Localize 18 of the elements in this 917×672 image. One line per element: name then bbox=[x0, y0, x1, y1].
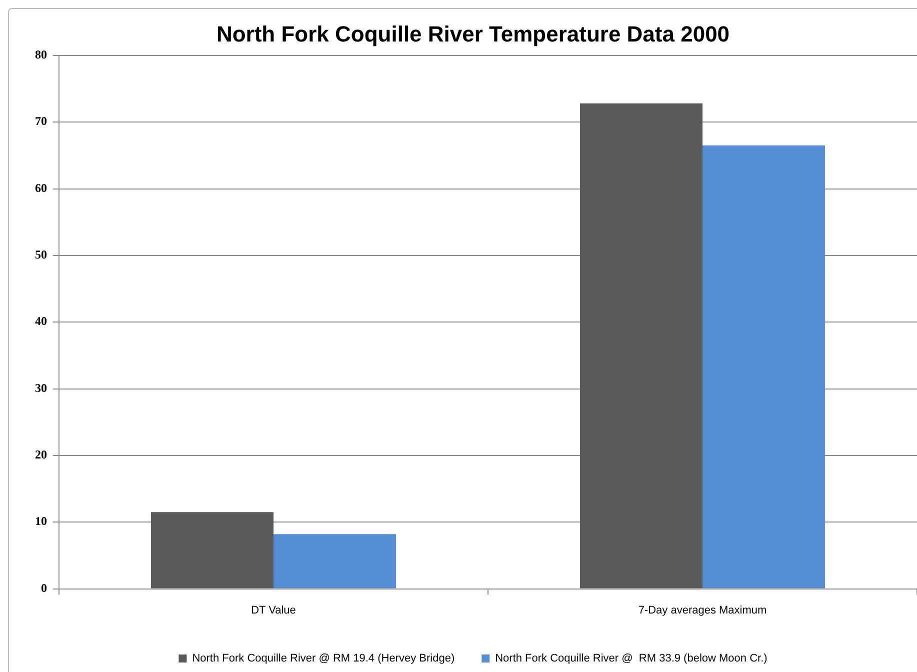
y-tick-label: 70 bbox=[35, 114, 47, 128]
bar bbox=[151, 512, 274, 588]
y-tick-label: 40 bbox=[35, 314, 47, 328]
y-tick-label: 30 bbox=[35, 380, 47, 395]
y-tick-label: 20 bbox=[35, 448, 47, 462]
y-tick-label: 60 bbox=[35, 180, 47, 195]
chart-title: North Fork Coquille River Temperature Data 2000 bbox=[216, 21, 730, 46]
x-tick-label: 7-Day averages Maximum bbox=[638, 604, 767, 616]
y-tick-label: 10 bbox=[35, 514, 47, 528]
bar bbox=[702, 145, 825, 588]
y-tick-label: 0 bbox=[41, 580, 47, 595]
x-tick-label: DT Value bbox=[251, 604, 296, 616]
legend-label: North Fork Coquille River @ RM 33.9 (below Moon Cr.) bbox=[495, 652, 768, 665]
bar bbox=[580, 103, 702, 588]
bar bbox=[274, 534, 396, 588]
y-tick-label: 50 bbox=[35, 248, 47, 262]
y-tick-label: 80 bbox=[35, 47, 47, 62]
legend-label: North Fork Coquille River @ RM 19.4 (Hervey Bridge) bbox=[192, 652, 455, 665]
